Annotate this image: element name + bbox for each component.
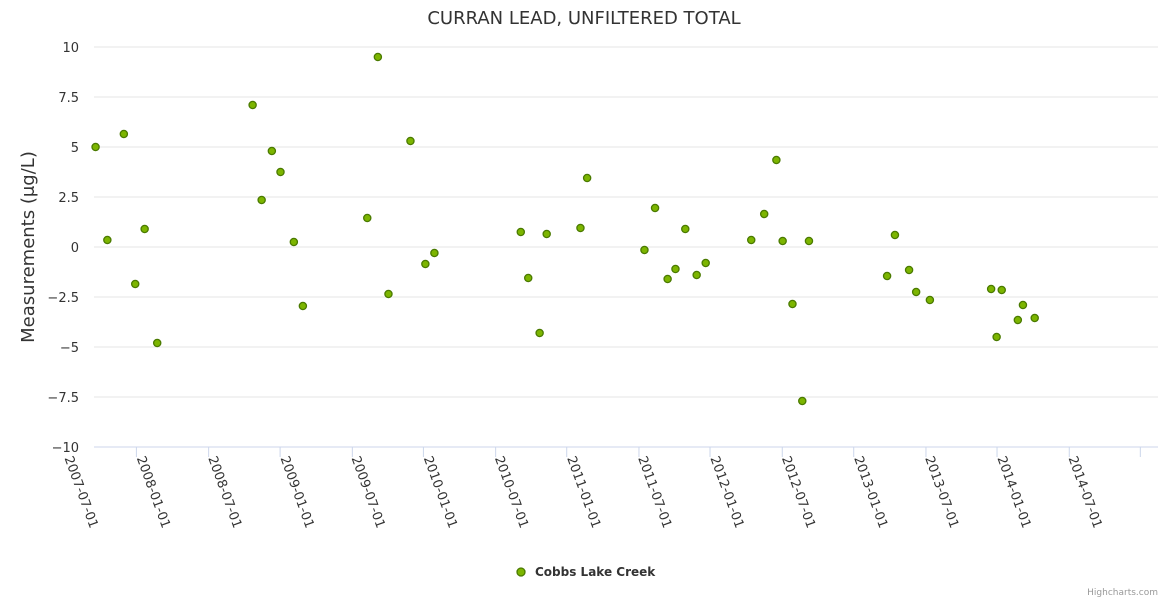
data-point[interactable]: [986, 284, 996, 294]
x-tick-label: 2011-07-01: [634, 454, 674, 530]
x-tick-label: 2013-01-01: [850, 454, 890, 530]
y-tick-label: 0: [71, 241, 79, 256]
legend[interactable]: Cobbs Lake Creek: [516, 565, 656, 579]
data-point[interactable]: [890, 230, 900, 240]
series-cobbs-lake-creek: [91, 52, 1039, 406]
x-tick-label: 2012-01-01: [707, 454, 747, 530]
data-point[interactable]: [140, 224, 149, 234]
y-tick-label: −2.5: [47, 291, 79, 306]
data-point[interactable]: [778, 236, 787, 246]
data-point[interactable]: [681, 224, 690, 234]
data-point[interactable]: [671, 264, 680, 274]
data-point[interactable]: [701, 258, 710, 268]
x-tick-label: 2011-01-01: [563, 454, 603, 530]
x-tick-label: 2010-01-01: [420, 454, 460, 530]
data-point[interactable]: [535, 328, 544, 338]
data-point[interactable]: [650, 203, 660, 213]
data-point[interactable]: [582, 173, 592, 183]
data-point[interactable]: [759, 209, 769, 219]
x-tick-label: 2012-07-01: [778, 454, 818, 530]
x-tick-label: 2008-07-01: [204, 454, 244, 530]
data-point[interactable]: [692, 270, 701, 280]
data-point[interactable]: [119, 129, 129, 139]
data-point[interactable]: [640, 245, 649, 255]
data-point[interactable]: [289, 237, 299, 247]
y-tick-label: −10: [52, 441, 79, 456]
legend-marker-icon[interactable]: [516, 567, 526, 577]
data-point[interactable]: [772, 155, 781, 165]
chart-title: CURRAN LEAD, UNFILTERED TOTAL: [427, 8, 740, 29]
data-point[interactable]: [373, 52, 383, 62]
data-point[interactable]: [421, 259, 430, 269]
y-axis-label: Measurements (μg/L): [18, 151, 39, 343]
x-tick-label: 2008-01-01: [133, 454, 173, 530]
x-tick-label: 2014-07-01: [1065, 454, 1105, 530]
data-point[interactable]: [798, 396, 807, 406]
x-tick-label: 2014-01-01: [994, 454, 1034, 530]
data-point[interactable]: [1018, 300, 1028, 310]
grid-lines: [94, 46, 1158, 398]
x-tick-label: 2009-01-01: [277, 454, 317, 530]
data-point[interactable]: [542, 229, 551, 239]
data-point[interactable]: [904, 265, 914, 275]
data-point[interactable]: [576, 223, 585, 233]
data-point[interactable]: [363, 213, 372, 223]
data-point[interactable]: [997, 285, 1006, 295]
data-point[interactable]: [992, 332, 1001, 342]
data-point[interactable]: [267, 146, 277, 156]
data-point[interactable]: [248, 100, 257, 110]
data-point[interactable]: [1030, 313, 1039, 323]
y-tick-label: 10: [62, 41, 79, 56]
data-point[interactable]: [804, 236, 814, 246]
credits-link[interactable]: Highcharts.com: [1087, 588, 1158, 598]
x-axis-ticks: 2007-07-01 2008-01-01 2008-07-01 2009-01-01…: [61, 447, 1141, 530]
data-point[interactable]: [523, 273, 533, 283]
x-tick-label: 2007-07-01: [61, 454, 101, 530]
y-tick-label: −5: [60, 341, 79, 356]
data-point[interactable]: [152, 338, 162, 348]
legend-item-label[interactable]: Cobbs Lake Creek: [535, 565, 656, 579]
x-tick-label: 2009-07-01: [348, 454, 388, 530]
y-tick-label: 2.5: [58, 191, 79, 206]
data-point[interactable]: [746, 235, 756, 245]
data-point[interactable]: [384, 289, 393, 299]
data-point[interactable]: [911, 287, 921, 297]
data-point[interactable]: [91, 142, 100, 152]
x-tick-label: 2010-07-01: [491, 454, 531, 530]
data-point[interactable]: [516, 227, 526, 237]
data-point[interactable]: [257, 195, 266, 205]
data-point[interactable]: [130, 279, 140, 289]
data-point[interactable]: [430, 248, 439, 258]
y-tick-label: 5: [71, 141, 79, 156]
data-point[interactable]: [1013, 315, 1023, 325]
y-tick-label: −7.5: [47, 391, 79, 406]
data-point[interactable]: [103, 235, 112, 245]
data-point[interactable]: [406, 136, 415, 146]
x-tick-label: 2013-07-01: [921, 454, 961, 530]
data-point[interactable]: [788, 299, 797, 309]
data-point[interactable]: [925, 295, 935, 305]
y-axis-ticks: 10 7.5 5 2.5 0 −2.5 −5 −7.5 −10: [47, 41, 79, 456]
data-point[interactable]: [882, 271, 892, 281]
data-point[interactable]: [298, 301, 308, 311]
data-point[interactable]: [663, 274, 672, 284]
data-point[interactable]: [276, 167, 285, 177]
y-tick-label: 7.5: [58, 91, 79, 106]
